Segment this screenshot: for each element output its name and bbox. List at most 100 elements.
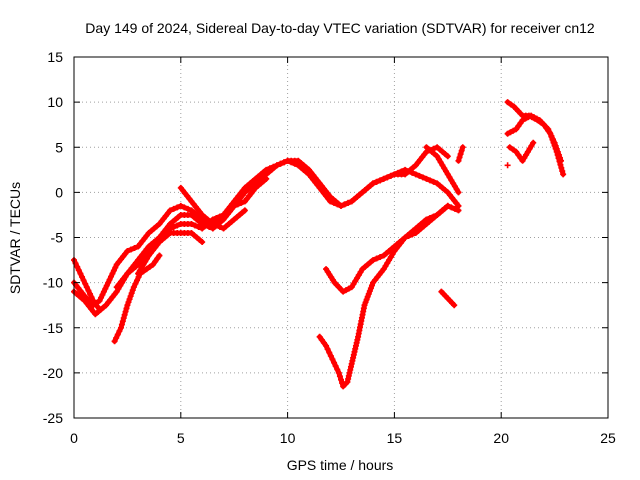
x-tick-label: 25 [600, 430, 616, 446]
data-point [338, 202, 344, 209]
interp-marker [120, 315, 127, 322]
interp-marker [140, 268, 147, 275]
interp-marker [368, 282, 375, 289]
interp-marker [98, 294, 105, 301]
data-point [545, 126, 552, 133]
interp-marker [416, 172, 423, 179]
interp-marker [446, 174, 453, 181]
data-point [506, 144, 513, 151]
interp-marker [110, 267, 117, 274]
data-point [504, 99, 511, 106]
interp-marker [357, 269, 364, 276]
interp-marker [451, 205, 458, 212]
y-tick-label: 5 [55, 139, 63, 155]
data-point [316, 180, 323, 187]
series-track-l [455, 144, 466, 164]
interp-marker [334, 366, 341, 373]
interp-marker [386, 257, 393, 264]
data-point [513, 148, 520, 155]
interp-marker [457, 151, 464, 158]
interp-marker [213, 222, 220, 229]
data-point [444, 153, 451, 160]
data-point [96, 306, 103, 313]
data-point [444, 202, 451, 209]
interp-marker [556, 154, 563, 161]
data-point [284, 157, 291, 164]
interp-marker [85, 287, 92, 294]
interp-marker [558, 164, 565, 171]
interp-marker [389, 251, 396, 258]
interp-marker [142, 258, 149, 265]
interp-marker [135, 273, 142, 280]
interp-marker [195, 223, 202, 230]
interp-marker [109, 270, 116, 277]
interp-marker [546, 129, 553, 136]
y-tick-label: 0 [55, 184, 63, 200]
interp-marker [362, 299, 369, 306]
interp-marker [441, 165, 448, 172]
chart-title: Day 149 of 2024, Sidereal Day-to-day VTE… [85, 20, 595, 36]
data-point [135, 243, 142, 250]
interp-marker [92, 300, 99, 307]
x-axis-title: GPS time / hours [287, 457, 394, 473]
data-point [391, 171, 398, 178]
interp-marker [119, 318, 126, 325]
data-point [455, 189, 462, 196]
interp-marker [327, 352, 334, 359]
interp-marker [99, 291, 106, 298]
interp-marker [515, 151, 522, 158]
interp-marker [345, 199, 352, 206]
y-axis-title: SDTVAR / TECUs [7, 182, 23, 294]
interp-marker [377, 254, 384, 261]
data-point [504, 130, 511, 137]
interp-marker [336, 373, 343, 380]
data-point [263, 175, 270, 182]
interp-marker [524, 148, 531, 155]
interp-marker [339, 380, 346, 387]
interp-marker [94, 303, 101, 310]
interp-marker [427, 214, 433, 221]
data-point [145, 229, 152, 236]
interp-marker [123, 305, 130, 312]
data-point [370, 257, 377, 264]
data-point [209, 220, 216, 227]
data-point [105, 279, 112, 286]
interp-marker [87, 290, 94, 297]
data-point [92, 311, 99, 318]
data-point [434, 211, 441, 218]
data-point [391, 243, 398, 250]
series-track-o [506, 139, 537, 164]
data-point [423, 175, 430, 182]
data-point [241, 189, 248, 196]
x-tick-label: 0 [70, 430, 78, 446]
interp-marker [377, 177, 384, 184]
interp-marker [427, 177, 433, 184]
data-point [113, 284, 120, 291]
data-point [442, 293, 449, 300]
data-point [316, 333, 323, 340]
interp-marker [450, 180, 457, 187]
interp-marker [127, 246, 134, 253]
x-tick-label: 10 [280, 430, 296, 446]
data-point [177, 211, 184, 218]
interp-marker [174, 204, 181, 211]
interp-marker [234, 201, 241, 208]
data-point [124, 270, 131, 277]
interp-marker [458, 147, 465, 154]
y-tick-label: 15 [47, 49, 63, 65]
interp-marker [552, 142, 559, 149]
data-point [130, 284, 137, 291]
interp-marker [125, 299, 132, 306]
data-point [335, 369, 342, 376]
series-track-d [135, 229, 206, 277]
data-point [177, 184, 184, 191]
interp-marker [517, 120, 524, 127]
interp-marker [363, 296, 370, 303]
data-point [329, 356, 336, 363]
interp-marker [405, 168, 412, 175]
y-tick-label: -25 [43, 410, 63, 426]
data-point [412, 225, 419, 232]
interp-marker [74, 263, 81, 270]
data-point [455, 207, 462, 214]
